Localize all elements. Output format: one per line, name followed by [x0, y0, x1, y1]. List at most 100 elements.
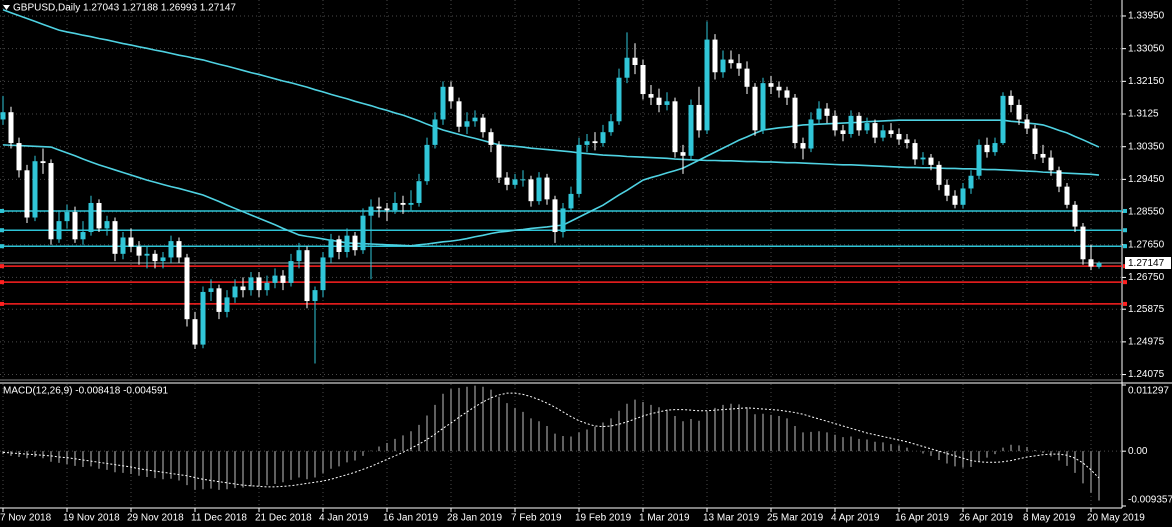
x-tick-label: 4 Apr 2019 — [831, 513, 880, 524]
x-tick-label: 13 Mar 2019 — [703, 513, 760, 524]
candle-body — [1008, 95, 1014, 105]
candle-body — [832, 115, 838, 131]
candle-body — [1000, 95, 1006, 144]
candle-body — [1024, 119, 1030, 129]
candle-body — [400, 202, 406, 205]
candle-body — [736, 63, 742, 69]
candle-body — [880, 130, 886, 138]
level-handle — [0, 244, 4, 249]
candle-body — [288, 261, 294, 283]
level-handle — [0, 280, 4, 285]
candle-body — [296, 250, 302, 262]
candle-body — [984, 144, 990, 153]
candle-body — [904, 139, 910, 144]
candle-body — [704, 39, 710, 131]
candle-body — [896, 133, 902, 140]
candle-body — [192, 319, 198, 345]
candle-body — [1056, 170, 1062, 187]
candle-body — [48, 163, 54, 240]
candle-body — [760, 83, 766, 131]
y-tick-label: 1.26750 — [1128, 272, 1165, 283]
candle-body — [64, 212, 70, 222]
candle-body — [456, 101, 462, 127]
candle-body — [536, 177, 542, 202]
y-tick-label: 1.27650 — [1128, 239, 1165, 250]
x-tick-label: 7 Feb 2019 — [511, 513, 562, 524]
candle-body — [976, 144, 982, 176]
candle-body — [264, 282, 270, 291]
candle-body — [728, 59, 734, 64]
candle-body — [560, 208, 566, 233]
candle-body — [208, 288, 214, 292]
candle-body — [664, 101, 670, 105]
candle-body — [888, 130, 894, 134]
candle-body — [376, 206, 382, 209]
candle-body — [1072, 204, 1078, 227]
candle-body — [600, 132, 606, 144]
candle-body — [88, 202, 94, 233]
candle-body — [656, 97, 662, 105]
candle-body — [352, 235, 358, 251]
candle-body — [776, 86, 782, 91]
candle-body — [424, 144, 430, 182]
candle-body — [1080, 226, 1086, 260]
marks — [0, 9, 1127, 501]
candle-body — [576, 144, 582, 194]
candle-body — [864, 123, 870, 131]
candle-body — [488, 132, 494, 145]
candle-body — [232, 286, 238, 298]
candle-body — [936, 164, 942, 185]
candle-body — [240, 286, 246, 291]
candle-body — [16, 143, 22, 171]
candle-body — [112, 221, 118, 254]
candle-body — [544, 177, 550, 200]
level-handle — [1123, 208, 1127, 213]
candle-body — [944, 184, 950, 196]
candle-body — [312, 290, 318, 302]
last-price-label: 1.27147 — [1128, 258, 1165, 269]
indicator-title: MACD(12,26,9) -0.008418 -0.004591 — [3, 386, 169, 397]
level-handle — [0, 301, 4, 306]
candle-body — [304, 250, 310, 302]
candle-body — [1016, 104, 1022, 120]
candle-body — [744, 68, 750, 87]
x-tick-label: 21 Dec 2018 — [255, 513, 312, 524]
candle-body — [336, 239, 342, 252]
symbol-menu-icon[interactable] — [3, 5, 10, 10]
candle-body — [104, 221, 110, 229]
candle-body — [680, 152, 686, 156]
candle-body — [120, 237, 126, 254]
candle-body — [640, 64, 646, 95]
x-tick-label: 16 Apr 2019 — [895, 513, 949, 524]
candle-body — [280, 275, 286, 283]
candle-body — [160, 257, 166, 262]
candle-body — [624, 57, 630, 78]
candle-body — [1088, 259, 1094, 267]
candle-body — [968, 175, 974, 189]
candle-body — [344, 235, 350, 252]
candle-body — [752, 86, 758, 131]
candle-body — [0, 112, 6, 120]
y-tick-label: 1.3125 — [1128, 109, 1159, 120]
candle-body — [568, 193, 574, 209]
candle-body — [480, 117, 486, 133]
candle-body — [784, 90, 790, 98]
candle-body — [672, 101, 678, 153]
x-tick-label: 20 May 2019 — [1087, 513, 1145, 524]
grid — [0, 0, 1126, 512]
candle-body — [328, 239, 334, 258]
candle-body — [256, 277, 262, 291]
candle-body — [768, 83, 774, 87]
candle-body — [992, 143, 998, 153]
candle-body — [176, 241, 182, 258]
x-tick-label: 16 Jan 2019 — [383, 513, 438, 524]
candle-body — [1096, 263, 1102, 267]
candle-body — [440, 86, 446, 120]
y-tick-label: 1.29450 — [1128, 174, 1165, 185]
y-tick-label: 1.33050 — [1128, 43, 1165, 54]
candle-body — [648, 94, 654, 98]
candle-body — [688, 104, 694, 156]
candle-body — [432, 119, 438, 145]
candle-body — [928, 157, 934, 165]
y-tick-label: 0.011297 — [1128, 386, 1169, 397]
